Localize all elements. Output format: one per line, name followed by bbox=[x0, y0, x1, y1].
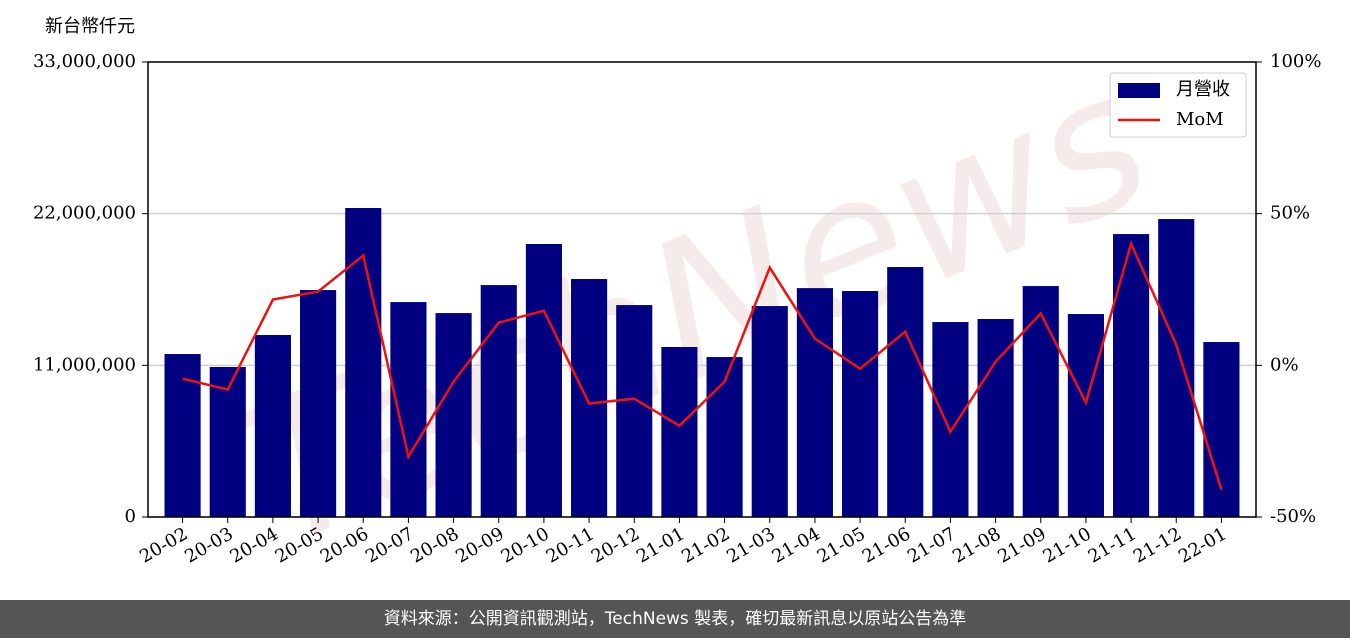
x-tick-label: 20-12 bbox=[588, 523, 643, 567]
bar bbox=[390, 302, 427, 517]
x-tick-label: 21-01 bbox=[633, 523, 688, 567]
bar bbox=[796, 288, 833, 517]
x-tick-label: 20-02 bbox=[136, 523, 191, 567]
y-axis-label: 新台幣仟元 bbox=[45, 16, 135, 37]
chart: TechNews 新台幣仟元 011,000,00022,000,00033,0… bbox=[33, 16, 1322, 588]
x-tick-label: 20-10 bbox=[497, 523, 552, 567]
bar bbox=[932, 322, 969, 517]
x-tick-label: 21-07 bbox=[904, 523, 959, 567]
bar bbox=[842, 291, 879, 517]
x-tick-label: 21-11 bbox=[1085, 523, 1140, 567]
footer: 資料來源：公開資訊觀測站，TechNews 製表，確切最新訊息以原站公告為準 bbox=[0, 600, 1350, 638]
y2-tick-label: 50% bbox=[1270, 203, 1310, 224]
bar bbox=[300, 290, 337, 517]
bar bbox=[254, 335, 291, 517]
x-tick-label: 22-01 bbox=[1175, 523, 1230, 567]
bar bbox=[751, 306, 788, 517]
x-tick-label: 21-06 bbox=[859, 523, 914, 567]
y-tick-label: 0 bbox=[125, 506, 136, 527]
bar bbox=[887, 267, 924, 517]
x-tick-label: 21-12 bbox=[1130, 523, 1185, 567]
x-tick-label: 21-09 bbox=[994, 523, 1049, 567]
legend-label: 月營收 bbox=[1176, 79, 1230, 100]
bar bbox=[525, 244, 562, 517]
bar bbox=[1067, 314, 1104, 517]
x-tick-label: 20-09 bbox=[452, 523, 507, 567]
y2-tick-label: -50% bbox=[1270, 506, 1316, 527]
bar bbox=[209, 366, 246, 517]
x-tick-label: 21-08 bbox=[949, 523, 1004, 567]
legend-label: MoM bbox=[1176, 109, 1224, 130]
plot-frame bbox=[147, 61, 1257, 518]
bar bbox=[164, 354, 201, 517]
x-tick-label: 21-10 bbox=[1039, 523, 1094, 567]
x-tick-label: 20-11 bbox=[543, 523, 598, 567]
y2-tick-label: 0% bbox=[1270, 354, 1299, 375]
y-tick-label: 11,000,000 bbox=[33, 354, 136, 375]
y-tick-label: 33,000,000 bbox=[33, 51, 136, 72]
x-tick-label: 21-04 bbox=[768, 523, 823, 567]
x-tick-label: 21-02 bbox=[678, 523, 733, 567]
legend-swatch bbox=[1118, 83, 1160, 98]
x-tick-label: 21-05 bbox=[814, 523, 869, 567]
bar bbox=[1113, 234, 1150, 517]
x-tick-label: 20-03 bbox=[181, 523, 236, 567]
bar bbox=[661, 346, 698, 517]
bar bbox=[706, 357, 743, 517]
y2-tick-label: 100% bbox=[1270, 51, 1321, 72]
y-tick-label: 22,000,000 bbox=[33, 203, 136, 224]
x-tick-label: 20-04 bbox=[226, 523, 281, 567]
bar bbox=[1158, 219, 1195, 517]
line bbox=[182, 240, 1223, 491]
bar bbox=[616, 305, 653, 517]
x-tick-label: 21-03 bbox=[723, 523, 778, 567]
bar bbox=[1022, 286, 1059, 517]
bar bbox=[435, 313, 472, 517]
bar bbox=[1203, 342, 1240, 517]
bar bbox=[571, 279, 608, 517]
bar bbox=[977, 319, 1014, 517]
